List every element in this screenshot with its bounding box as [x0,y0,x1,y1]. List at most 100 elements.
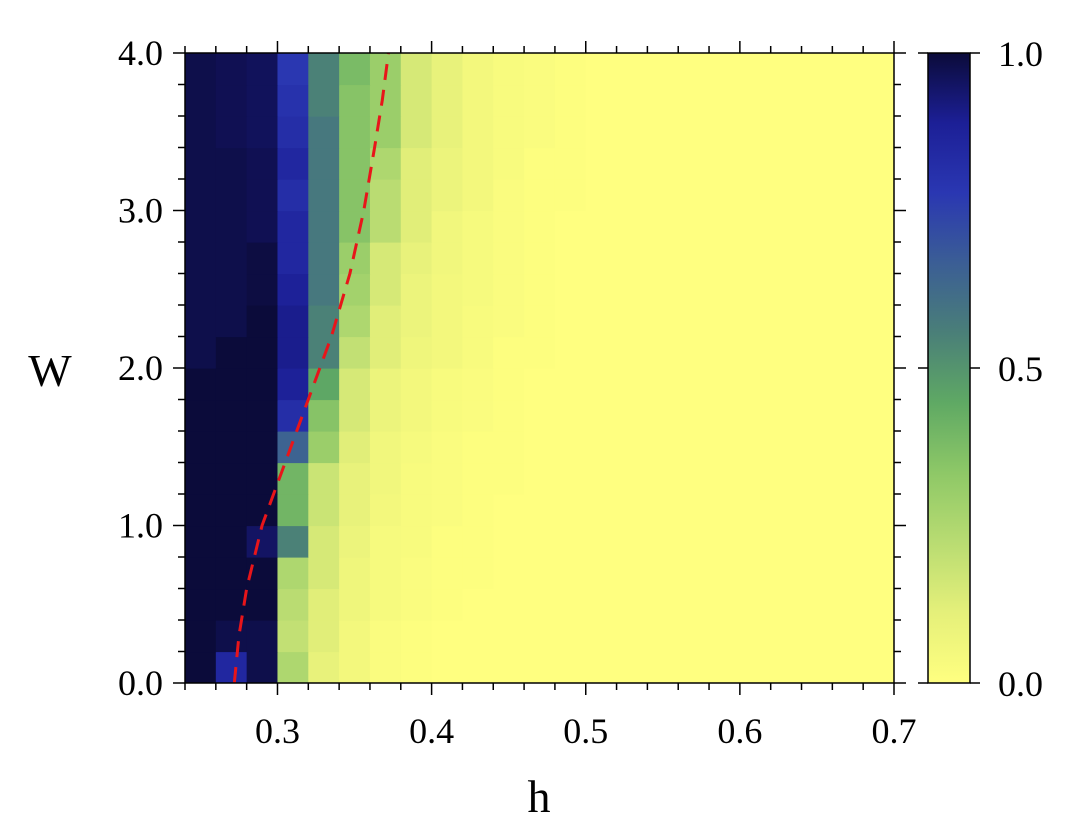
heatmap-cell [801,525,833,558]
heatmap-cell [215,431,248,464]
heatmap-cell [462,525,494,558]
heatmap-cell [739,116,772,149]
heatmap-cell [462,242,494,275]
heatmap-cell [585,557,618,590]
heatmap-cell [832,53,864,86]
heatmap-cell [524,242,556,275]
heatmap-cell [369,179,402,212]
heatmap-cell [647,305,679,338]
heatmap-cell [770,588,803,621]
heatmap-cell [647,116,679,149]
heatmap-cell [493,462,525,495]
heatmap-cell [678,651,710,683]
heatmap-cell [400,399,433,432]
heatmap-cell [554,588,587,621]
heatmap-cell [246,273,279,306]
heatmap-cell [308,273,340,306]
heatmap-cell [493,179,525,212]
heatmap-cell [493,588,525,621]
heatmap-cell [709,336,741,369]
heatmap-cell [431,399,464,432]
heatmap-cell [246,651,279,683]
heatmap-cell [215,336,248,369]
heatmap-cell [616,462,648,495]
heatmap-cell [431,179,464,212]
heatmap-cell [308,557,340,590]
heatmap-cell [616,242,648,275]
heatmap-cell [493,494,525,527]
heatmap-cell [554,210,587,243]
heatmap-cell [431,305,464,338]
axis-ticks [173,41,906,695]
x-tick-labels: 0.3 0.4 0.5 0.6 0.7 [255,711,917,751]
heatmap-cell [863,431,894,464]
heatmap-cell [801,494,833,527]
heatmap-cell [308,84,340,117]
heatmap-cell [308,525,340,558]
heatmap-cell [801,557,833,590]
heatmap-cell [185,462,217,495]
heatmap-cell [277,620,309,653]
heatmap-cell [431,242,464,275]
heatmap-cell [801,179,833,212]
heatmap-cell [246,588,279,621]
heatmap-cell [801,431,833,464]
heatmap-cell [616,431,648,464]
colorbar-tick-label: 1.0 [998,34,1043,74]
heatmap-cell [647,336,679,369]
heatmap-cell [185,494,217,527]
heatmap-cell [246,53,279,86]
heatmap-cell [431,588,464,621]
heatmap-cell [185,179,217,212]
heatmap-cell [709,242,741,275]
heatmap-cell [277,651,309,683]
heatmap-cell [770,462,803,495]
x-tick-label: 0.6 [717,711,762,751]
heatmap-cell [832,305,864,338]
heatmap-cell [554,462,587,495]
heatmap-cell [585,588,618,621]
heatmap-cell [616,525,648,558]
heatmap-cell [185,399,217,432]
heatmap-cell [185,525,217,558]
heatmap-cell [277,336,309,369]
heatmap-cell [462,399,494,432]
heatmap-cell [832,242,864,275]
heatmap-cell [801,147,833,180]
heatmap-cell [369,525,402,558]
heatmap-cell [400,368,433,401]
heatmap-cell [709,305,741,338]
heatmap-cell [524,116,556,149]
heatmap-cell [185,557,217,590]
heatmap-cell [431,336,464,369]
heatmap-cell [739,431,772,464]
heatmap-cell [832,651,864,683]
heatmap-cell [832,557,864,590]
heatmap-cell [709,210,741,243]
heatmap-cell [215,305,248,338]
heatmap-cell [185,431,217,464]
heatmap-cell [277,210,309,243]
heatmap-cell [215,462,248,495]
heatmap-cell [308,651,340,683]
heatmap-cell [431,210,464,243]
heatmap-cell [246,210,279,243]
heatmap-cell [709,494,741,527]
heatmap-cell [339,336,371,369]
heatmap-cell [585,368,618,401]
x-tick-label: 0.5 [563,711,608,751]
heatmap-cell [524,462,556,495]
heatmap-cell [400,557,433,590]
heatmap-cell [585,399,618,432]
heatmap-cell [585,620,618,653]
heatmap-cell [554,242,587,275]
heatmap-cell [462,368,494,401]
heatmap-cell [647,651,679,683]
heatmap-cell [616,336,648,369]
heatmap-cell [462,494,494,527]
heatmap-cell [678,273,710,306]
heatmap-cell [493,431,525,464]
heatmap-cell [400,273,433,306]
heatmap-cell [801,462,833,495]
heatmap-cell [801,368,833,401]
